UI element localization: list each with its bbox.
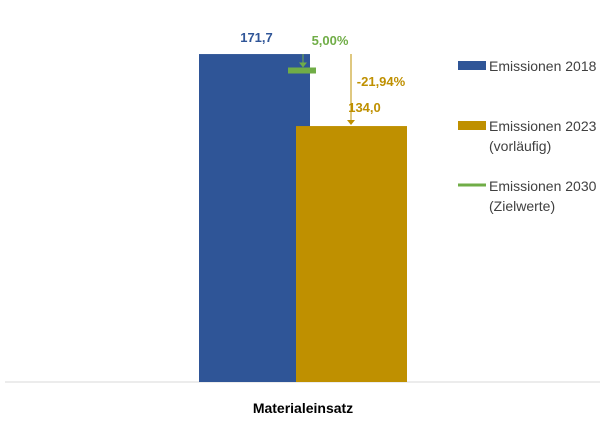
bar-emissionen-2023 [296, 126, 407, 382]
annotation-reduction-percent: -21,94% [357, 74, 406, 89]
data-label-2023: 134,0 [348, 100, 381, 115]
legend: Emissionen 2018 Emissionen 2023 (vorläuf… [458, 58, 600, 214]
bar-emissionen-2018 [199, 54, 310, 382]
category-label: Materialeinsatz [253, 400, 353, 416]
data-label-2018: 171,7 [240, 30, 273, 45]
arrow-target-head [299, 62, 307, 68]
legend-swatch-2023 [458, 121, 486, 130]
legend-swatch-2018 [458, 61, 486, 70]
arrow-reduction-head [347, 120, 355, 126]
legend-label-2018: Emissionen 2018 [489, 58, 597, 74]
legend-label-2030: Emissionen 2030 (Zielwerte) [489, 178, 600, 214]
legend-label-2023: Emissionen 2023 (vorläufig) [489, 118, 600, 154]
annotation-target-percent: 5,00% [312, 33, 349, 48]
